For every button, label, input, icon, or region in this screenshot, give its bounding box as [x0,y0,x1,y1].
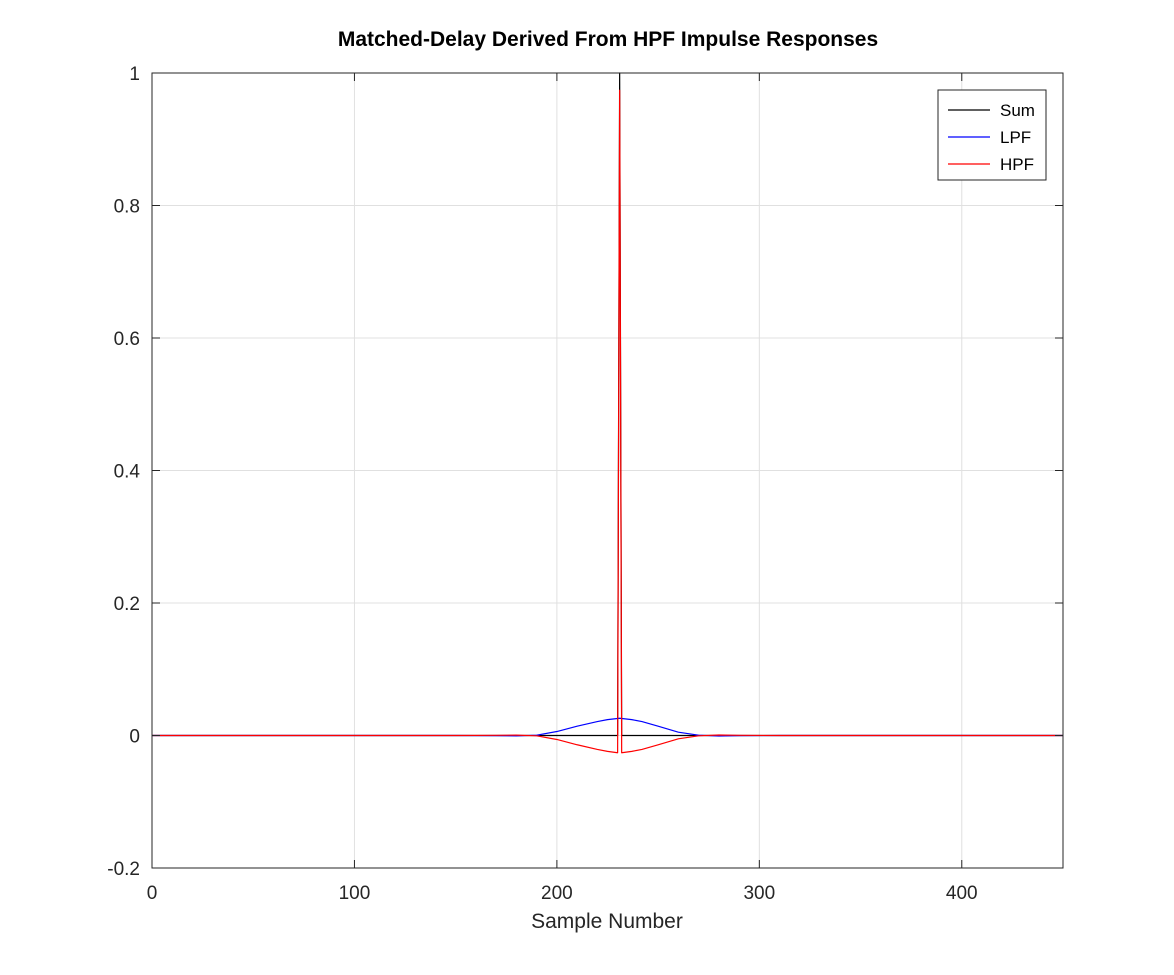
x-tick-label: 100 [339,883,371,904]
y-tick-label: 0.4 [114,462,141,483]
x-tick-label: 0 [147,883,158,904]
series-line-lpf [152,717,1063,737]
grid [151,72,1063,869]
legend-box [937,89,1047,181]
x-axis-label: Sample Number [531,910,683,933]
series-line-hpf [152,89,1063,754]
x-tick-label: 200 [541,883,573,904]
y-tick-label: 0 [129,727,140,748]
legend-label-sum: Sum [1000,101,1035,120]
y-tick-label: 1 [129,64,140,85]
x-tick-label: 300 [743,883,775,904]
legend: Sum LPF HPF [937,89,1047,181]
x-tick-label: 400 [946,883,978,904]
y-tick-label: -0.2 [107,859,140,880]
chart-title: Matched-Delay Derived From HPF Impulse R… [338,28,878,51]
legend-label-lpf: LPF [1000,128,1031,147]
ticks: 0 100 200 300 400 -0.2 0 0.2 0.4 0.6 0.8 1 [107,64,1063,904]
legend-label-hpf: HPF [1000,155,1034,174]
y-tick-label: 0.8 [114,197,140,218]
y-tick-label: 0.6 [114,329,140,350]
y-tick-label: 0.2 [114,594,140,615]
